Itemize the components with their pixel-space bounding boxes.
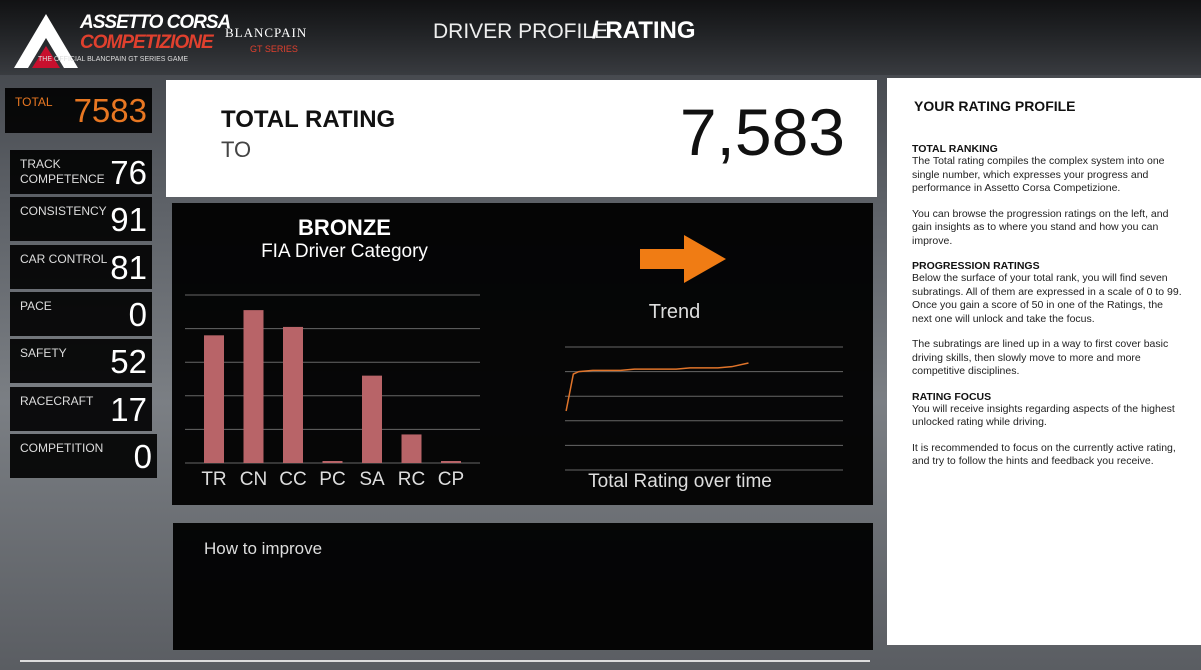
- category-name: BRONZE: [298, 215, 391, 240]
- card-title: TOTAL RATING: [221, 106, 396, 133]
- trend-chart-title: Total Rating over time: [588, 471, 772, 492]
- page-title: / RATING: [592, 17, 696, 44]
- section-text: The subratings are lined up in a way to …: [912, 338, 1169, 377]
- improve-panel: How to improve: [173, 523, 873, 650]
- logo-tagline: THE OFFICIAL BLANCPAIN GT SERIES GAME: [38, 56, 189, 63]
- bar: [401, 434, 422, 463]
- section-heading: RATING FOCUS: [912, 390, 992, 403]
- rating-box[interactable]: SAFETY 52: [10, 339, 152, 384]
- rating-value: 91: [110, 201, 147, 239]
- rating-value: 0: [133, 437, 152, 475]
- section-text: You will receive insights regarding aspe…: [912, 402, 1175, 429]
- profile-panel: YOUR RATING PROFILE TOTAL RANKING The Tot…: [887, 78, 1201, 645]
- trend-title: Trend: [648, 301, 701, 323]
- trend-line: [565, 362, 749, 412]
- rating-box[interactable]: COMPETITION 0: [10, 433, 157, 478]
- rating-value: 0: [128, 295, 147, 333]
- x-tick-label: TR: [201, 469, 226, 490]
- trend-arrow: [640, 235, 726, 283]
- section-text: Below the surface of your total rank, yo…: [912, 272, 1182, 325]
- section-text: The Total rating compiles the complex sy…: [912, 155, 1165, 194]
- x-tick-label: SA: [359, 469, 385, 490]
- card-abbr: TO: [221, 137, 252, 162]
- bar: [441, 461, 461, 463]
- rating-box[interactable]: TRACK COMPETENCE 76: [10, 150, 152, 194]
- bar: [322, 461, 343, 463]
- category-subtitle: FIA Driver Category: [261, 241, 428, 262]
- top-bar: [0, 0, 1201, 75]
- rating-label: SAFETY: [20, 346, 67, 361]
- total-value: 7583: [73, 92, 147, 129]
- rating-box[interactable]: CAR CONTROL 81: [10, 244, 152, 289]
- bar: [362, 375, 382, 463]
- partner-series: GT SERIES: [250, 44, 298, 54]
- bar: [204, 335, 224, 463]
- x-tick-label: CN: [240, 469, 267, 490]
- logo-mark: [14, 14, 78, 68]
- x-tick-label: CP: [438, 469, 464, 490]
- rating-label: CAR CONTROL: [20, 251, 108, 266]
- bottom-rule: [20, 660, 870, 662]
- charts: TR CN CC PC SA RC CP Total Rating over time: [185, 294, 843, 492]
- rating-label: COMPETITION: [20, 440, 104, 455]
- rating-value: 52: [110, 343, 147, 381]
- logo-text: ASSETTO CORSA: [80, 12, 231, 33]
- rating-value: 76: [110, 154, 147, 191]
- rating-label: TRACK COMPETENCE: [20, 157, 105, 186]
- partner-logo: BLANCPAIN: [225, 25, 308, 40]
- card-value: 7,583: [679, 95, 845, 169]
- section-heading: PROGRESSION RATINGS: [912, 260, 1040, 272]
- improve-title: How to improve: [204, 539, 323, 558]
- total-box[interactable]: TOTAL 7583: [5, 88, 152, 133]
- x-tick-label: CC: [279, 469, 306, 490]
- section-heading: TOTAL RANKING: [912, 143, 998, 155]
- chart-panel: BRONZE FIA Driver Category Trend TR CN CC P…: [172, 203, 873, 505]
- rating-box[interactable]: RACECRAFT 17: [10, 386, 152, 431]
- rating-label: RACECRAFT: [20, 393, 94, 408]
- rating-label: PACE: [20, 298, 52, 313]
- bar: [283, 326, 303, 463]
- x-tick-label: PC: [319, 469, 345, 490]
- rating-box[interactable]: PACE 0: [10, 291, 152, 336]
- rating-value: 17: [110, 390, 147, 428]
- total-label: TOTAL: [15, 95, 53, 109]
- rating-box[interactable]: CONSISTENCY 91: [10, 197, 152, 242]
- rating-value: 81: [110, 248, 147, 286]
- bar: [243, 310, 264, 463]
- rating-label: CONSISTENCY: [20, 204, 107, 219]
- total-card: TOTAL RATING TO 7,583: [166, 80, 877, 197]
- profile-title: YOUR RATING PROFILE: [914, 98, 1076, 114]
- logo-text: COMPETIZIONE: [80, 32, 214, 53]
- section-text: It is recommended to focus on the curren…: [912, 441, 1176, 468]
- breadcrumb[interactable]: DRIVER PROFILE: [433, 20, 609, 43]
- profile-sections: TOTAL RANKING The Total rating compiles t…: [912, 143, 1182, 481]
- section-text: You can browse the progression ratings o…: [912, 207, 1169, 247]
- x-tick-label: RC: [398, 469, 425, 490]
